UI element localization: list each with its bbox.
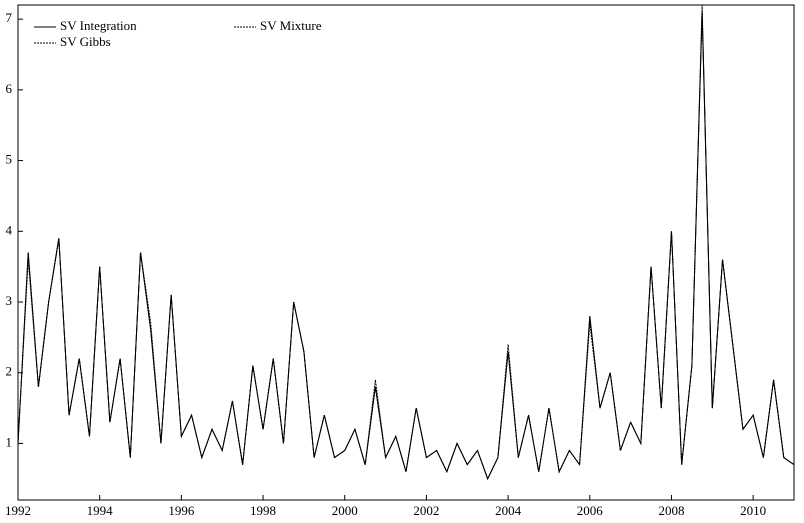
y-tick-label: 6 bbox=[6, 81, 13, 96]
y-tick-label: 4 bbox=[6, 222, 13, 237]
x-tick-label: 2008 bbox=[658, 503, 684, 518]
plot-frame bbox=[17, 4, 795, 501]
x-tick-label: 2002 bbox=[413, 503, 439, 518]
series-line bbox=[17, 4, 795, 481]
legend-label: SV Integration bbox=[60, 18, 137, 33]
x-tick-label: 2004 bbox=[495, 503, 522, 518]
series-line bbox=[17, 12, 795, 481]
y-tick-label: 5 bbox=[6, 152, 13, 167]
y-tick-label: 1 bbox=[6, 434, 13, 449]
series-line bbox=[17, 12, 795, 481]
x-tick-label: 1994 bbox=[87, 503, 114, 518]
y-tick-label: 7 bbox=[6, 10, 13, 25]
legend-label: SV Gibbs bbox=[60, 34, 111, 49]
x-tick-label: 1992 bbox=[5, 503, 31, 518]
x-tick-label: 2010 bbox=[740, 503, 766, 518]
y-tick-label: 2 bbox=[6, 364, 13, 379]
y-tick-label: 3 bbox=[6, 293, 13, 308]
legend-label: SV Mixture bbox=[260, 18, 322, 33]
x-tick-label: 1998 bbox=[250, 503, 276, 518]
x-tick-label: 2000 bbox=[332, 503, 358, 518]
x-tick-label: 2006 bbox=[577, 503, 604, 518]
x-tick-label: 1996 bbox=[168, 503, 195, 518]
